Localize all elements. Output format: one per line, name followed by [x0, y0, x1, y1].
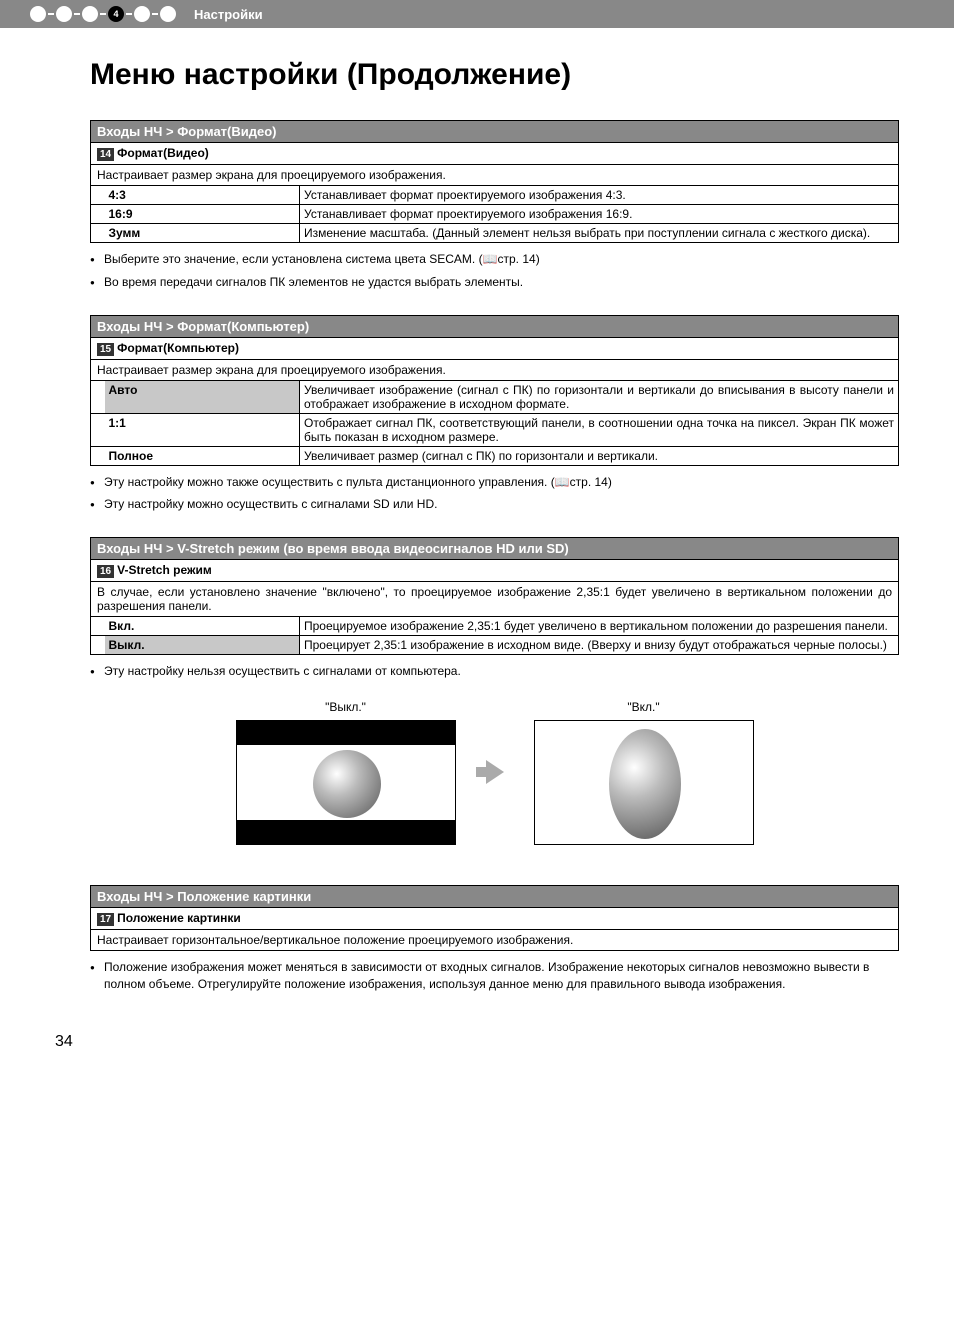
- option-key: Авто: [105, 380, 300, 413]
- section-subheader: 16V-Stretch режим: [90, 559, 899, 581]
- page-title: Меню настройки (Продолжение): [90, 58, 899, 92]
- table-row: 16:9Устанавливает формат проектируемого …: [91, 205, 899, 224]
- notes-block: Эту настройку нельзя осуществить с сигна…: [90, 663, 899, 680]
- step-circle: [56, 6, 72, 22]
- table-row: Вкл.Проецируемое изображение 2,35:1 буде…: [91, 617, 899, 636]
- step-circle: [30, 6, 46, 22]
- table-row: Выкл.Проецирует 2,35:1 изображение в исх…: [91, 636, 899, 655]
- step-circle-active: 4: [108, 6, 124, 22]
- section-header: Входы НЧ > V-Stretch режим (во время вво…: [90, 537, 899, 559]
- note: Эту настройку можно осуществить с сигнал…: [90, 496, 899, 513]
- option-value: Увеличивает размер (сигнал с ПК) по гори…: [300, 446, 899, 465]
- note: Эту настройку можно также осуществить с …: [90, 474, 899, 491]
- note: Выберите это значение, если установлена …: [90, 251, 899, 268]
- note: Во время передачи сигналов ПК элементов …: [90, 274, 899, 291]
- section-subheader: 14Формат(Видео): [90, 142, 899, 164]
- screen-off-diagram: [236, 720, 456, 845]
- table-row: ЗуммИзменение масштаба. (Данный элемент …: [91, 224, 899, 243]
- item-number-badge: 17: [97, 913, 114, 926]
- section-header: Входы НЧ > Формат(Видео): [90, 120, 899, 142]
- option-value: Устанавливает формат проектируемого изоб…: [300, 186, 899, 205]
- item-number-badge: 16: [97, 565, 114, 578]
- option-value: Увеличивает изображение (сигнал с ПК) по…: [300, 380, 899, 413]
- step-circle: [82, 6, 98, 22]
- item-title: V-Stretch режим: [117, 563, 212, 577]
- section-description: Настраивает размер экрана для проецируем…: [90, 164, 899, 185]
- option-key: 4:3: [105, 186, 300, 205]
- table-row: 4:3Устанавливает формат проектируемого и…: [91, 186, 899, 205]
- step-indicator: 4: [30, 6, 176, 22]
- item-title: Формат(Видео): [117, 146, 209, 160]
- table-row: АвтоУвеличивает изображение (сигнал с ПК…: [91, 380, 899, 413]
- option-value: Проецируемое изображение 2,35:1 будет ув…: [300, 617, 899, 636]
- option-value: Отображает сигнал ПК, соответствующий па…: [300, 413, 899, 446]
- item-title: Положение картинки: [117, 911, 241, 925]
- arrow-icon: [486, 760, 504, 784]
- section-name: Настройки: [194, 7, 263, 22]
- step-circle: [160, 6, 176, 22]
- options-table: АвтоУвеличивает изображение (сигнал с ПК…: [90, 380, 899, 466]
- breadcrumb-bar: 4 Настройки: [0, 0, 954, 28]
- section-description: В случае, если установлено значение "вкл…: [90, 581, 899, 616]
- section-header: Входы НЧ > Формат(Компьютер): [90, 315, 899, 337]
- page-number: 34: [55, 1033, 954, 1051]
- notes-block: Положение изображения может меняться в з…: [90, 959, 899, 993]
- table-row: ПолноеУвеличивает размер (сигнал с ПК) п…: [91, 446, 899, 465]
- vstretch-illustration: "Выкл." "Вкл.": [90, 700, 899, 845]
- option-key: Выкл.: [105, 636, 300, 655]
- options-table: Вкл.Проецируемое изображение 2,35:1 буде…: [90, 616, 899, 655]
- step-circle: [134, 6, 150, 22]
- option-key: Зумм: [105, 224, 300, 243]
- item-number-badge: 14: [97, 148, 114, 161]
- option-value: Изменение масштаба. (Данный элемент нель…: [300, 224, 899, 243]
- table-row: 1:1Отображает сигнал ПК, соответствующий…: [91, 413, 899, 446]
- illustration-label-off: "Выкл.": [236, 700, 456, 714]
- screen-on-diagram: [534, 720, 754, 845]
- option-value: Устанавливает формат проектируемого изоб…: [300, 205, 899, 224]
- illustration-label-on: "Вкл.": [534, 700, 754, 714]
- section-subheader: 15Формат(Компьютер): [90, 337, 899, 359]
- option-value: Проецирует 2,35:1 изображение в исходном…: [300, 636, 899, 655]
- section-description: Настраивает горизонтальное/вертикальное …: [90, 929, 899, 951]
- option-key: 16:9: [105, 205, 300, 224]
- item-title: Формат(Компьютер): [117, 341, 239, 355]
- section-subheader: 17Положение картинки: [90, 907, 899, 929]
- option-key: Полное: [105, 446, 300, 465]
- note: Положение изображения может меняться в з…: [90, 959, 899, 993]
- notes-block: Выберите это значение, если установлена …: [90, 251, 899, 291]
- options-table: 4:3Устанавливает формат проектируемого и…: [90, 185, 899, 243]
- option-key: 1:1: [105, 413, 300, 446]
- section-header: Входы НЧ > Положение картинки: [90, 885, 899, 907]
- notes-block: Эту настройку можно также осуществить с …: [90, 474, 899, 514]
- option-key: Вкл.: [105, 617, 300, 636]
- item-number-badge: 15: [97, 343, 114, 356]
- section-description: Настраивает размер экрана для проецируем…: [90, 359, 899, 380]
- note: Эту настройку нельзя осуществить с сигна…: [90, 663, 899, 680]
